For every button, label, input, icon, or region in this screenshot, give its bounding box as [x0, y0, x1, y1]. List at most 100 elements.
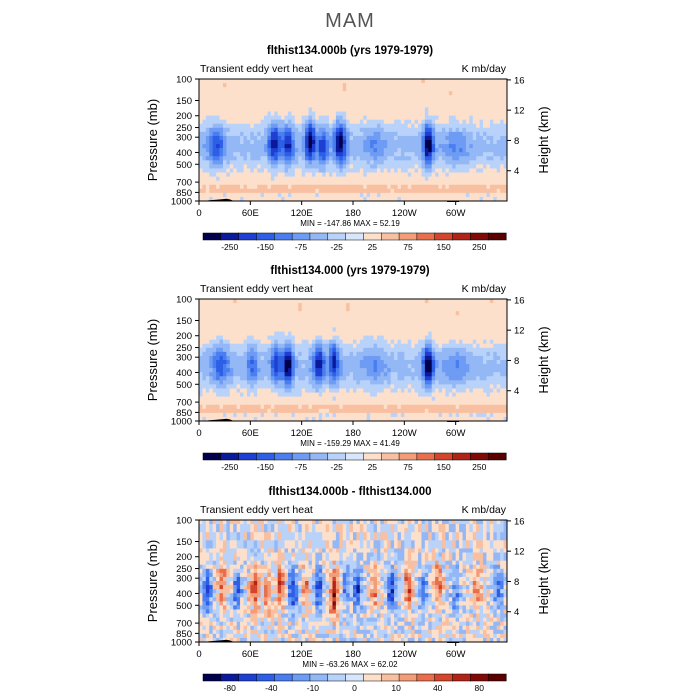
field-cell [332, 180, 337, 186]
field-cell [274, 103, 279, 108]
field-cell [222, 388, 227, 393]
field-cell [500, 384, 504, 389]
field-cell [493, 160, 498, 165]
field-cell [257, 299, 261, 304]
field-cell [301, 99, 306, 104]
field-cell [353, 303, 357, 308]
field-cell [496, 303, 501, 308]
field-cell [209, 360, 214, 365]
field-cell [311, 83, 316, 88]
field-cell [390, 180, 395, 186]
field-cell [246, 315, 251, 320]
field-cell [294, 184, 299, 190]
field-cell [455, 392, 460, 397]
field-cell [383, 360, 388, 365]
field-cell [469, 372, 474, 377]
field-cell [428, 156, 433, 161]
field-cell [264, 392, 268, 397]
field-cell [339, 299, 344, 304]
field-cell [291, 315, 296, 320]
field-cell [216, 355, 220, 361]
field-cell [363, 327, 368, 332]
field-cell [455, 323, 460, 328]
field-cell [445, 347, 450, 353]
field-cell [390, 160, 395, 165]
field-cell [496, 368, 501, 373]
field-cell [407, 347, 412, 353]
field-cell [243, 384, 248, 389]
field-cell [387, 311, 392, 316]
field-cell [332, 303, 337, 308]
field-cell [431, 152, 436, 157]
field-cell [431, 196, 436, 202]
field-cell [500, 315, 504, 320]
field-cell [260, 188, 265, 194]
field-cell [270, 323, 275, 328]
field-cell [500, 180, 504, 186]
field-cell [246, 79, 251, 84]
field-cell [349, 323, 354, 328]
field-cell [308, 351, 313, 357]
field-cell [465, 196, 470, 202]
field-cell [305, 384, 309, 389]
field-cell [236, 160, 241, 165]
field-cell [376, 131, 381, 137]
field-cell [424, 115, 429, 121]
field-cell [404, 315, 409, 320]
field-cell [400, 164, 405, 169]
field-cell [270, 148, 275, 153]
field-cell [257, 135, 261, 141]
field-cell [445, 351, 450, 357]
field-cell [233, 327, 238, 332]
field-cell [500, 148, 504, 153]
field-cell [264, 192, 268, 198]
field-cell [287, 343, 292, 349]
field-cell [414, 351, 419, 357]
field-cell [380, 384, 385, 389]
field-cell [233, 196, 238, 202]
field-cell [421, 140, 426, 145]
field-cell [465, 392, 470, 397]
field-cell [493, 103, 498, 108]
field-cell [305, 196, 309, 202]
field-cell [294, 152, 299, 157]
field-cell [421, 127, 426, 133]
field-cell [335, 152, 340, 157]
field-cell [376, 79, 381, 84]
field-cell [205, 384, 210, 389]
field-cell [500, 83, 504, 88]
field-cell [264, 396, 268, 402]
field-cell [407, 160, 412, 165]
field-cell [404, 323, 409, 328]
x-tick-label: 0 [196, 208, 201, 219]
field-cell [383, 103, 388, 108]
field-cell [476, 331, 481, 336]
field-cell [455, 303, 460, 308]
field-cell [496, 148, 501, 153]
field-cell [342, 376, 347, 381]
field-cell [253, 79, 258, 84]
field-cell [452, 164, 457, 169]
field-cell [356, 168, 361, 173]
field-cell [428, 160, 433, 165]
field-cell [448, 135, 453, 141]
field-cell [486, 192, 491, 198]
field-cell [240, 111, 244, 116]
field-cell [476, 140, 481, 145]
field-cell [277, 144, 282, 149]
field-cell [476, 339, 481, 345]
field-cell [493, 335, 498, 341]
field-cell [240, 180, 244, 186]
field-cell [342, 140, 347, 145]
field-cell [233, 99, 238, 104]
field-cell [441, 360, 446, 365]
field-cell [229, 107, 234, 112]
field-cell [205, 351, 210, 357]
field-cell [359, 180, 364, 186]
field-cell [431, 135, 436, 141]
field-cell [390, 140, 395, 145]
field-cell [465, 135, 470, 141]
field-cell [431, 131, 436, 137]
field-cell [199, 192, 203, 198]
field-cell [260, 331, 265, 336]
